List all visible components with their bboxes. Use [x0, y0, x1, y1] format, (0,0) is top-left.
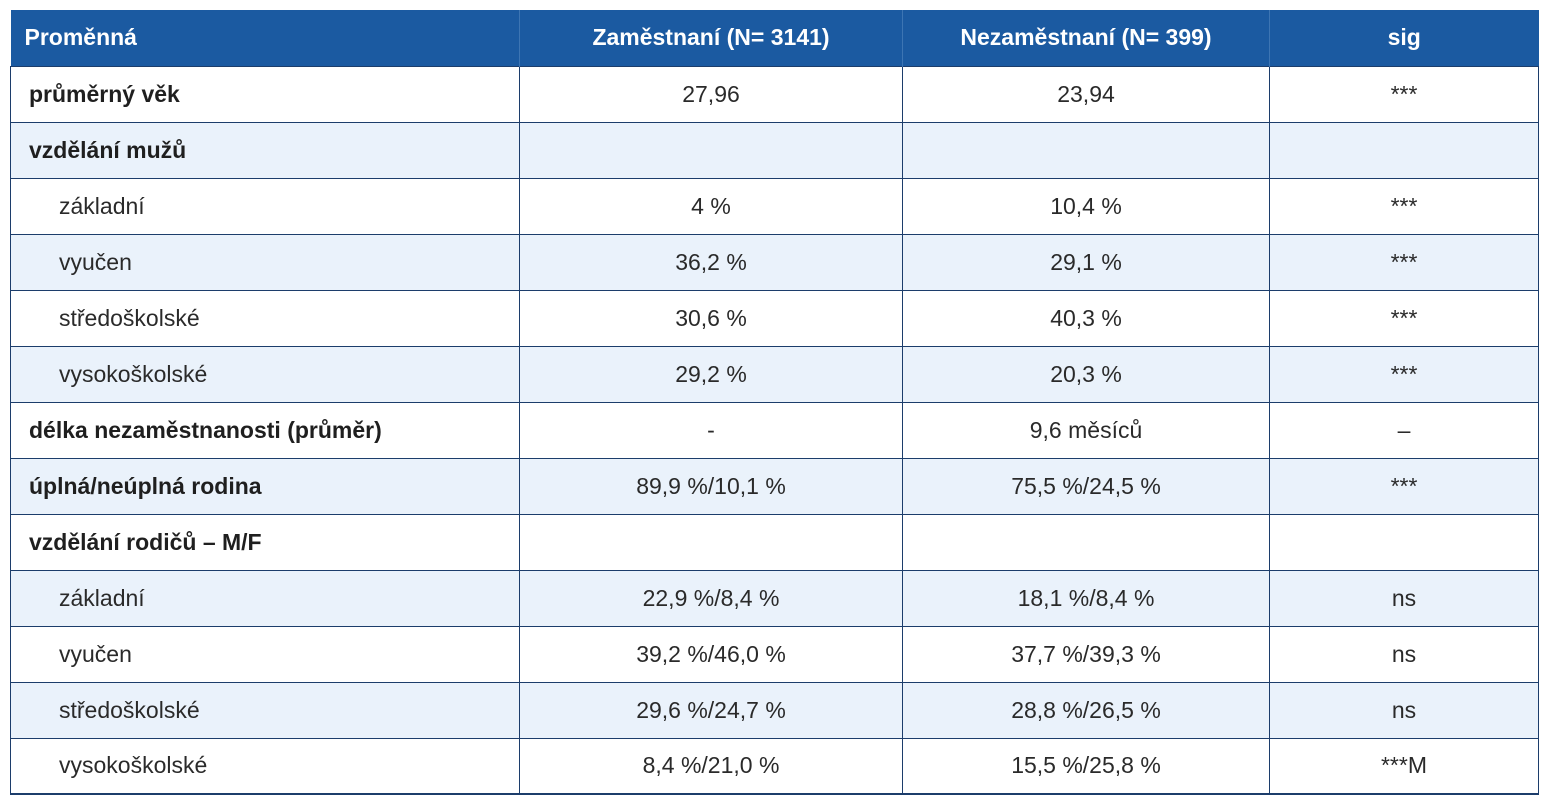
table-row: délka nezaměstnanosti (průměr) - 9,6 měs… — [10, 401, 1539, 459]
header-row: Proměnná Zaměstnaní (N= 3141) Nezaměstna… — [10, 10, 1539, 66]
sig-value: *** — [1269, 345, 1539, 403]
employed-value — [519, 121, 903, 179]
data-table: Proměnná Zaměstnaní (N= 3141) Nezaměstna… — [10, 10, 1539, 795]
row-label: základní — [10, 569, 520, 627]
unemployed-value: 20,3 % — [902, 345, 1270, 403]
data-table-container: Proměnná Zaměstnaní (N= 3141) Nezaměstna… — [10, 10, 1539, 795]
unemployed-value: 18,1 %/8,4 % — [902, 569, 1270, 627]
header-employed: Zaměstnaní (N= 3141) — [519, 10, 903, 66]
row-label: vysokoškolské — [10, 737, 520, 795]
table-row: základní 22,9 %/8,4 % 18,1 %/8,4 % ns — [10, 569, 1539, 627]
header-variable: Proměnná — [24, 24, 137, 51]
sig-value: ns — [1269, 681, 1539, 739]
employed-value: 29,2 % — [519, 345, 903, 403]
table-row: úplná/neúplná rodina 89,9 %/10,1 % 75,5 … — [10, 457, 1539, 515]
table-row: vzdělání mužů — [10, 121, 1539, 179]
sig-value: *** — [1269, 177, 1539, 235]
unemployed-value — [902, 513, 1270, 571]
sig-value: ns — [1269, 569, 1539, 627]
sig-value — [1269, 121, 1539, 179]
sig-value: – — [1269, 401, 1539, 459]
row-label: délka nezaměstnanosti (průměr) — [10, 401, 520, 459]
header-sig: sig — [1269, 10, 1539, 66]
employed-value: 30,6 % — [519, 289, 903, 347]
unemployed-value — [902, 121, 1270, 179]
table-header: Proměnná Zaměstnaní (N= 3141) Nezaměstna… — [10, 10, 1539, 66]
table-row: základní 4 % 10,4 % *** — [10, 177, 1539, 235]
table-row: vyučen 36,2 % 29,1 % *** — [10, 233, 1539, 291]
employed-value: 36,2 % — [519, 233, 903, 291]
header-unemployed: Nezaměstnaní (N= 399) — [902, 10, 1270, 66]
sig-value: ns — [1269, 625, 1539, 683]
table-row: vysokoškolské 29,2 % 20,3 % *** — [10, 345, 1539, 403]
row-label: průměrný věk — [10, 65, 520, 123]
table-row: vyučen 39,2 %/46,0 % 37,7 %/39,3 % ns — [10, 625, 1539, 683]
sig-value: ***M — [1269, 737, 1539, 795]
employed-value: 4 % — [519, 177, 903, 235]
row-label: středoškolské — [10, 289, 520, 347]
employed-value: 39,2 %/46,0 % — [519, 625, 903, 683]
unemployed-value: 10,4 % — [902, 177, 1270, 235]
employed-value: 27,96 — [519, 65, 903, 123]
table-body: průměrný věk 27,96 23,94 *** vzdělání mu… — [10, 65, 1539, 795]
row-label: vysokoškolské — [10, 345, 520, 403]
unemployed-value: 37,7 %/39,3 % — [902, 625, 1270, 683]
employed-value: 89,9 %/10,1 % — [519, 457, 903, 515]
sig-value: *** — [1269, 233, 1539, 291]
table-row: vysokoškolské 8,4 %/21,0 % 15,5 %/25,8 %… — [10, 737, 1539, 795]
unemployed-value: 15,5 %/25,8 % — [902, 737, 1270, 795]
table-row: vzdělání rodičů – M/F — [10, 513, 1539, 571]
unemployed-value: 75,5 %/24,5 % — [902, 457, 1270, 515]
row-label: základní — [10, 177, 520, 235]
row-label: vzdělání rodičů – M/F — [10, 513, 520, 571]
employed-value: - — [519, 401, 903, 459]
employed-value — [519, 513, 903, 571]
sig-value: *** — [1269, 457, 1539, 515]
employed-value: 29,6 %/24,7 % — [519, 681, 903, 739]
table-row: středoškolské 30,6 % 40,3 % *** — [10, 289, 1539, 347]
sig-value: *** — [1269, 289, 1539, 347]
unemployed-value: 40,3 % — [902, 289, 1270, 347]
row-label: vyučen — [10, 233, 520, 291]
row-label: úplná/neúplná rodina — [10, 457, 520, 515]
employed-value: 8,4 %/21,0 % — [519, 737, 903, 795]
sig-value — [1269, 513, 1539, 571]
table-row: středoškolské 29,6 %/24,7 % 28,8 %/26,5 … — [10, 681, 1539, 739]
sig-value: *** — [1269, 65, 1539, 123]
unemployed-value: 23,94 — [902, 65, 1270, 123]
unemployed-value: 29,1 % — [902, 233, 1270, 291]
row-label: vyučen — [10, 625, 520, 683]
unemployed-value: 9,6 měsíců — [902, 401, 1270, 459]
employed-value: 22,9 %/8,4 % — [519, 569, 903, 627]
row-label: vzdělání mužů — [10, 121, 520, 179]
row-label: středoškolské — [10, 681, 520, 739]
unemployed-value: 28,8 %/26,5 % — [902, 681, 1270, 739]
table-row: průměrný věk 27,96 23,94 *** — [10, 65, 1539, 123]
